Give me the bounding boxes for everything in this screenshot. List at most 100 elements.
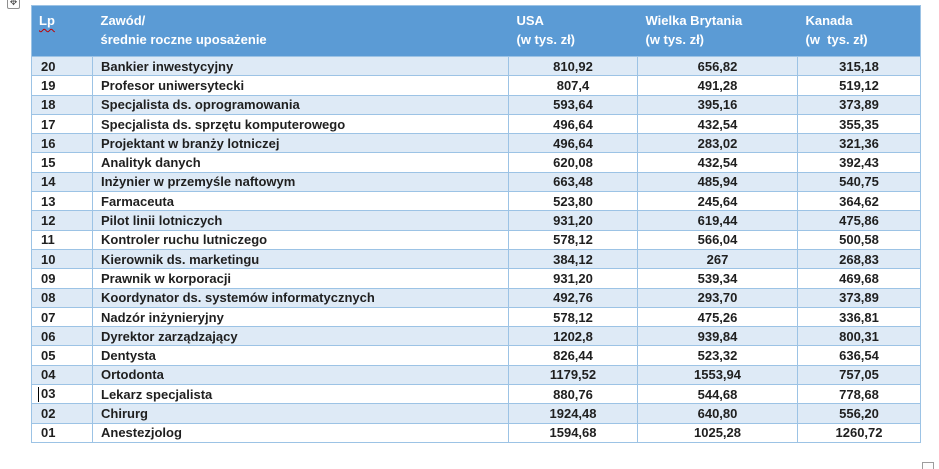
cell-kanada[interactable]: 500,58 (797, 229, 921, 250)
cell-lp[interactable]: 15 (31, 152, 93, 173)
cell-wielka-brytania[interactable]: 395,16 (637, 94, 798, 115)
cell-lp[interactable]: 01 (31, 422, 93, 443)
cell-zawod[interactable]: Dentysta (92, 345, 509, 366)
cell-kanada[interactable]: 373,89 (797, 94, 921, 115)
cell-zawod[interactable]: Specjalista ds. oprogramowania (92, 94, 509, 115)
cell-wielka-brytania[interactable]: 293,70 (637, 287, 798, 308)
cell-lp[interactable]: 09 (31, 268, 93, 289)
col-header-wielka-brytania[interactable]: Wielka Brytania (w tys. zł) (637, 5, 798, 57)
cell-zawod[interactable]: Kontroler ruchu lutniczego (92, 229, 509, 250)
table-resize-handle[interactable] (922, 462, 934, 469)
cell-lp[interactable]: 17 (31, 113, 93, 135)
cell-kanada[interactable]: 392,43 (797, 152, 921, 173)
cell-lp[interactable]: 10 (31, 248, 93, 270)
cell-zawod[interactable]: Pilot linii lotniczych (92, 210, 509, 231)
cell-wielka-brytania[interactable]: 566,04 (637, 229, 798, 250)
cell-lp[interactable]: 13 (31, 191, 93, 212)
cell-lp[interactable]: 05 (31, 345, 93, 366)
cell-kanada[interactable]: 336,81 (797, 306, 921, 328)
cell-lp[interactable]: 04 (31, 364, 93, 386)
cell-lp[interactable]: 03 (31, 384, 93, 405)
cell-kanada[interactable]: 475,86 (797, 210, 921, 231)
cell-wielka-brytania[interactable]: 1025,28 (637, 422, 798, 443)
cell-wielka-brytania[interactable]: 656,82 (637, 55, 798, 77)
cell-zawod[interactable]: Ortodonta (92, 364, 509, 386)
cell-wielka-brytania[interactable]: 539,34 (637, 268, 798, 289)
cell-zawod[interactable]: Bankier inwestycyjny (92, 55, 509, 77)
cell-wielka-brytania[interactable]: 475,26 (637, 306, 798, 328)
cell-zawod[interactable]: Projektant w branży lotniczej (92, 133, 509, 154)
cell-wielka-brytania[interactable]: 1553,94 (637, 364, 798, 386)
cell-usa[interactable]: 620,08 (508, 152, 638, 173)
cell-usa[interactable]: 931,20 (508, 210, 638, 231)
cell-kanada[interactable]: 757,05 (797, 364, 921, 386)
cell-kanada[interactable]: 800,31 (797, 326, 921, 347)
cell-usa[interactable]: 826,44 (508, 345, 638, 366)
cell-lp[interactable]: 06 (31, 326, 93, 347)
cell-lp[interactable]: 20 (31, 55, 93, 77)
cell-kanada[interactable]: 355,35 (797, 113, 921, 135)
cell-wielka-brytania[interactable]: 619,44 (637, 210, 798, 231)
cell-kanada[interactable]: 636,54 (797, 345, 921, 366)
cell-usa[interactable]: 384,12 (508, 248, 638, 270)
cell-lp[interactable]: 16 (31, 133, 93, 154)
cell-kanada[interactable]: 364,62 (797, 191, 921, 212)
cell-kanada[interactable]: 321,36 (797, 133, 921, 154)
cell-wielka-brytania[interactable]: 523,32 (637, 345, 798, 366)
cell-lp[interactable]: 08 (31, 287, 93, 308)
cell-usa[interactable]: 880,76 (508, 384, 638, 405)
cell-lp[interactable]: 02 (31, 403, 93, 424)
cell-wielka-brytania[interactable]: 432,54 (637, 113, 798, 135)
cell-usa[interactable]: 1179,52 (508, 364, 638, 386)
cell-lp[interactable]: 12 (31, 210, 93, 231)
cell-zawod[interactable]: Anestezjolog (92, 422, 509, 443)
col-header-usa[interactable]: USA (w tys. zł) (508, 5, 638, 57)
cell-lp[interactable]: 19 (31, 75, 93, 96)
cell-lp[interactable]: 11 (31, 229, 93, 250)
cell-kanada[interactable]: 1260,72 (797, 422, 921, 443)
cell-zawod[interactable]: Lekarz specjalista (92, 384, 509, 405)
table-move-handle[interactable]: ✥ (7, 0, 20, 9)
cell-usa[interactable]: 810,92 (508, 55, 638, 77)
cell-lp[interactable]: 18 (31, 94, 93, 115)
cell-usa[interactable]: 931,20 (508, 268, 638, 289)
col-header-lp[interactable]: Lp (31, 5, 93, 57)
cell-wielka-brytania[interactable]: 640,80 (637, 403, 798, 424)
cell-wielka-brytania[interactable]: 267 (637, 248, 798, 270)
cell-kanada[interactable]: 469,68 (797, 268, 921, 289)
cell-usa[interactable]: 496,64 (508, 113, 638, 135)
cell-kanada[interactable]: 315,18 (797, 55, 921, 77)
cell-zawod[interactable]: Specjalista ds. sprzętu komputerowego (92, 113, 509, 135)
cell-wielka-brytania[interactable]: 485,94 (637, 171, 798, 193)
cell-zawod[interactable]: Profesor uniwersytecki (92, 75, 509, 96)
cell-usa[interactable]: 1924,48 (508, 403, 638, 424)
cell-lp[interactable]: 07 (31, 306, 93, 328)
col-header-zawod[interactable]: Zawód/ średnie roczne uposażenie (92, 5, 509, 57)
cell-kanada[interactable]: 540,75 (797, 171, 921, 193)
cell-kanada[interactable]: 373,89 (797, 287, 921, 308)
cell-usa[interactable]: 593,64 (508, 94, 638, 115)
cell-zawod[interactable]: Farmaceuta (92, 191, 509, 212)
cell-zawod[interactable]: Kierownik ds. marketingu (92, 248, 509, 270)
cell-zawod[interactable]: Chirurg (92, 403, 509, 424)
cell-zawod[interactable]: Inżynier w przemyśle naftowym (92, 171, 509, 193)
cell-usa[interactable]: 807,4 (508, 75, 638, 96)
cell-zawod[interactable]: Nadzór inżynieryjny (92, 306, 509, 328)
cell-usa[interactable]: 1594,68 (508, 422, 638, 443)
cell-usa[interactable]: 523,80 (508, 191, 638, 212)
cell-usa[interactable]: 663,48 (508, 171, 638, 193)
cell-usa[interactable]: 578,12 (508, 229, 638, 250)
cell-kanada[interactable]: 268,83 (797, 248, 921, 270)
cell-zawod[interactable]: Prawnik w korporacji (92, 268, 509, 289)
cell-usa[interactable]: 496,64 (508, 133, 638, 154)
cell-kanada[interactable]: 778,68 (797, 384, 921, 405)
cell-wielka-brytania[interactable]: 491,28 (637, 75, 798, 96)
cell-zawod[interactable]: Koordynator ds. systemów informatycznych (92, 287, 509, 308)
cell-usa[interactable]: 492,76 (508, 287, 638, 308)
cell-lp[interactable]: 14 (31, 171, 93, 193)
cell-kanada[interactable]: 519,12 (797, 75, 921, 96)
cell-wielka-brytania[interactable]: 283,02 (637, 133, 798, 154)
cell-kanada[interactable]: 556,20 (797, 403, 921, 424)
cell-wielka-brytania[interactable]: 544,68 (637, 384, 798, 405)
cell-usa[interactable]: 1202,8 (508, 326, 638, 347)
